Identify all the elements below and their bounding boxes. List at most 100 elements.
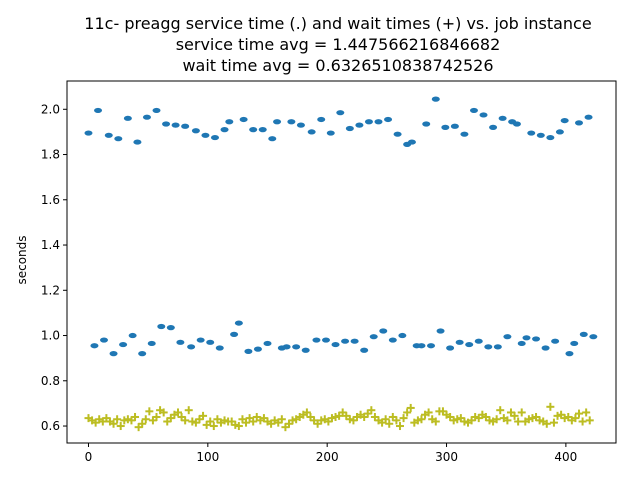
- wait-time-plus-marker: [503, 416, 512, 425]
- service-time-dot-marker: [584, 114, 593, 120]
- service-time-dot-marker: [312, 337, 321, 343]
- service-time-dot-marker: [104, 132, 113, 138]
- service-time-dot-marker: [517, 340, 526, 347]
- y-tick-label: 1.0: [41, 329, 60, 343]
- service-time-dot-marker: [575, 120, 584, 126]
- wait-time-plus-marker: [302, 408, 311, 417]
- service-time-dot-marker: [147, 340, 156, 347]
- service-time-dot-marker: [446, 345, 455, 351]
- x-tick-label: 300: [435, 450, 458, 464]
- y-axis-label: seconds: [15, 235, 29, 284]
- service-time-dot-marker: [292, 344, 301, 350]
- service-time-dot-marker: [301, 347, 310, 353]
- service-time-dot-marker: [512, 121, 521, 127]
- service-time-dot-marker: [220, 127, 229, 133]
- service-time-dot-marker: [589, 334, 598, 340]
- service-time-dot-marker: [579, 331, 588, 337]
- wait-time-plus-marker: [514, 417, 523, 426]
- service-time-dot-marker: [128, 332, 137, 339]
- wait-time-plus-marker: [159, 408, 168, 417]
- service-time-dot-marker: [181, 123, 190, 129]
- service-time-dot-marker: [560, 117, 569, 124]
- plot-area: 0 100 200 300 400 0.6 0.8 1.0 1.2 1.4 1.6 1.8 2.0: [41, 80, 617, 464]
- service-time-dot-marker: [369, 334, 378, 340]
- wait-time-plus-marker: [424, 408, 433, 417]
- service-time-dot-marker: [427, 343, 436, 349]
- service-time-dot-marker: [234, 320, 243, 326]
- wait-time-plus-marker: [431, 417, 440, 426]
- service-time-dot-marker: [166, 325, 175, 331]
- wait-time-plus-marker: [181, 416, 190, 425]
- x-tick-label: 200: [316, 450, 339, 464]
- wait-time-plus-marker: [249, 417, 258, 426]
- y-tick-label: 1.6: [41, 193, 60, 207]
- wait-time-plus-marker: [510, 411, 519, 420]
- service-time-dot-marker: [498, 115, 507, 121]
- service-time-dot-marker: [331, 341, 340, 348]
- wait-time-plus-marker: [209, 422, 218, 431]
- service-time-dot-marker: [94, 107, 103, 114]
- service-time-dot-marker: [196, 337, 205, 343]
- service-time-dot-marker: [210, 134, 219, 141]
- service-time-dot-marker: [225, 119, 234, 125]
- service-time-dot-marker: [123, 115, 132, 121]
- service-time-dot-marker: [393, 131, 402, 137]
- service-time-dot-marker: [489, 124, 498, 130]
- chart-title-line-1: 11c- preagg service time (.) and wait ti…: [84, 14, 591, 33]
- wait-time-plus-marker: [542, 419, 551, 428]
- wait-time-plus-marker: [277, 415, 286, 424]
- wait-time-plus-marker: [381, 415, 390, 424]
- service-time-dot-marker: [119, 341, 128, 348]
- service-time-dot-marker: [133, 139, 142, 145]
- service-time-dot-marker: [527, 130, 536, 136]
- service-time-dot-marker: [503, 334, 512, 340]
- wait-time-plus-marker: [546, 402, 555, 411]
- wait-time-plus-marker: [399, 414, 408, 423]
- y-tick-label: 1.4: [41, 238, 60, 252]
- x-tick-label: 100: [196, 450, 219, 464]
- wait-time-plus-marker: [116, 422, 125, 431]
- service-time-dot-marker: [268, 136, 277, 142]
- service-time-dot-marker: [162, 121, 171, 127]
- wait-time-plus-marker: [492, 415, 501, 424]
- service-time-dot-marker: [230, 331, 239, 337]
- wait-time-plus-marker: [549, 418, 558, 427]
- wait-time-plus-marker: [138, 419, 147, 428]
- service-time-dot-marker: [355, 122, 364, 128]
- service-time-dot-marker: [239, 116, 248, 123]
- service-time-dot-marker: [90, 343, 99, 349]
- wait-time-plus-marker: [131, 412, 140, 421]
- service-time-dot-marker: [138, 351, 147, 357]
- chart-title-line-2: service time avg = 1.447566216846682: [176, 35, 501, 54]
- service-time-dot-marker: [142, 114, 151, 120]
- wait-time-plus-marker: [367, 406, 376, 415]
- wait-time-plus-marker: [184, 406, 193, 415]
- service-time-dot-marker: [187, 344, 196, 350]
- wait-time-plus-marker: [392, 416, 401, 425]
- service-time-dot-marker: [407, 139, 416, 145]
- service-time-dot-marker: [422, 121, 431, 127]
- service-time-dot-marker: [384, 116, 393, 123]
- y-tick-label: 0.6: [41, 419, 60, 433]
- service-time-dot-marker: [206, 339, 215, 345]
- service-time-dot-marker: [287, 119, 296, 125]
- service-time-dot-marker: [341, 338, 350, 344]
- wait-time-plus-marker: [496, 406, 505, 415]
- service-time-dot-marker: [474, 338, 483, 344]
- wait-time-plus-marker: [141, 415, 150, 424]
- service-time-dot-marker: [546, 134, 555, 141]
- service-time-dot-marker: [263, 340, 272, 347]
- service-time-dot-marker: [417, 343, 426, 349]
- wait-time-plus-marker: [578, 417, 587, 426]
- x-tick-label: 0: [85, 450, 93, 464]
- service-time-dot-marker: [317, 116, 326, 123]
- service-time-dot-marker: [465, 341, 474, 348]
- service-time-dot-marker: [374, 119, 383, 125]
- wait-time-plus-marker: [173, 408, 182, 417]
- service-time-dot-marker: [388, 337, 397, 343]
- wait-time-plus-marker: [585, 416, 594, 425]
- service-time-dot-marker: [157, 323, 166, 330]
- wait-time-plus-marker: [206, 417, 215, 426]
- service-time-dot-marker: [541, 345, 550, 351]
